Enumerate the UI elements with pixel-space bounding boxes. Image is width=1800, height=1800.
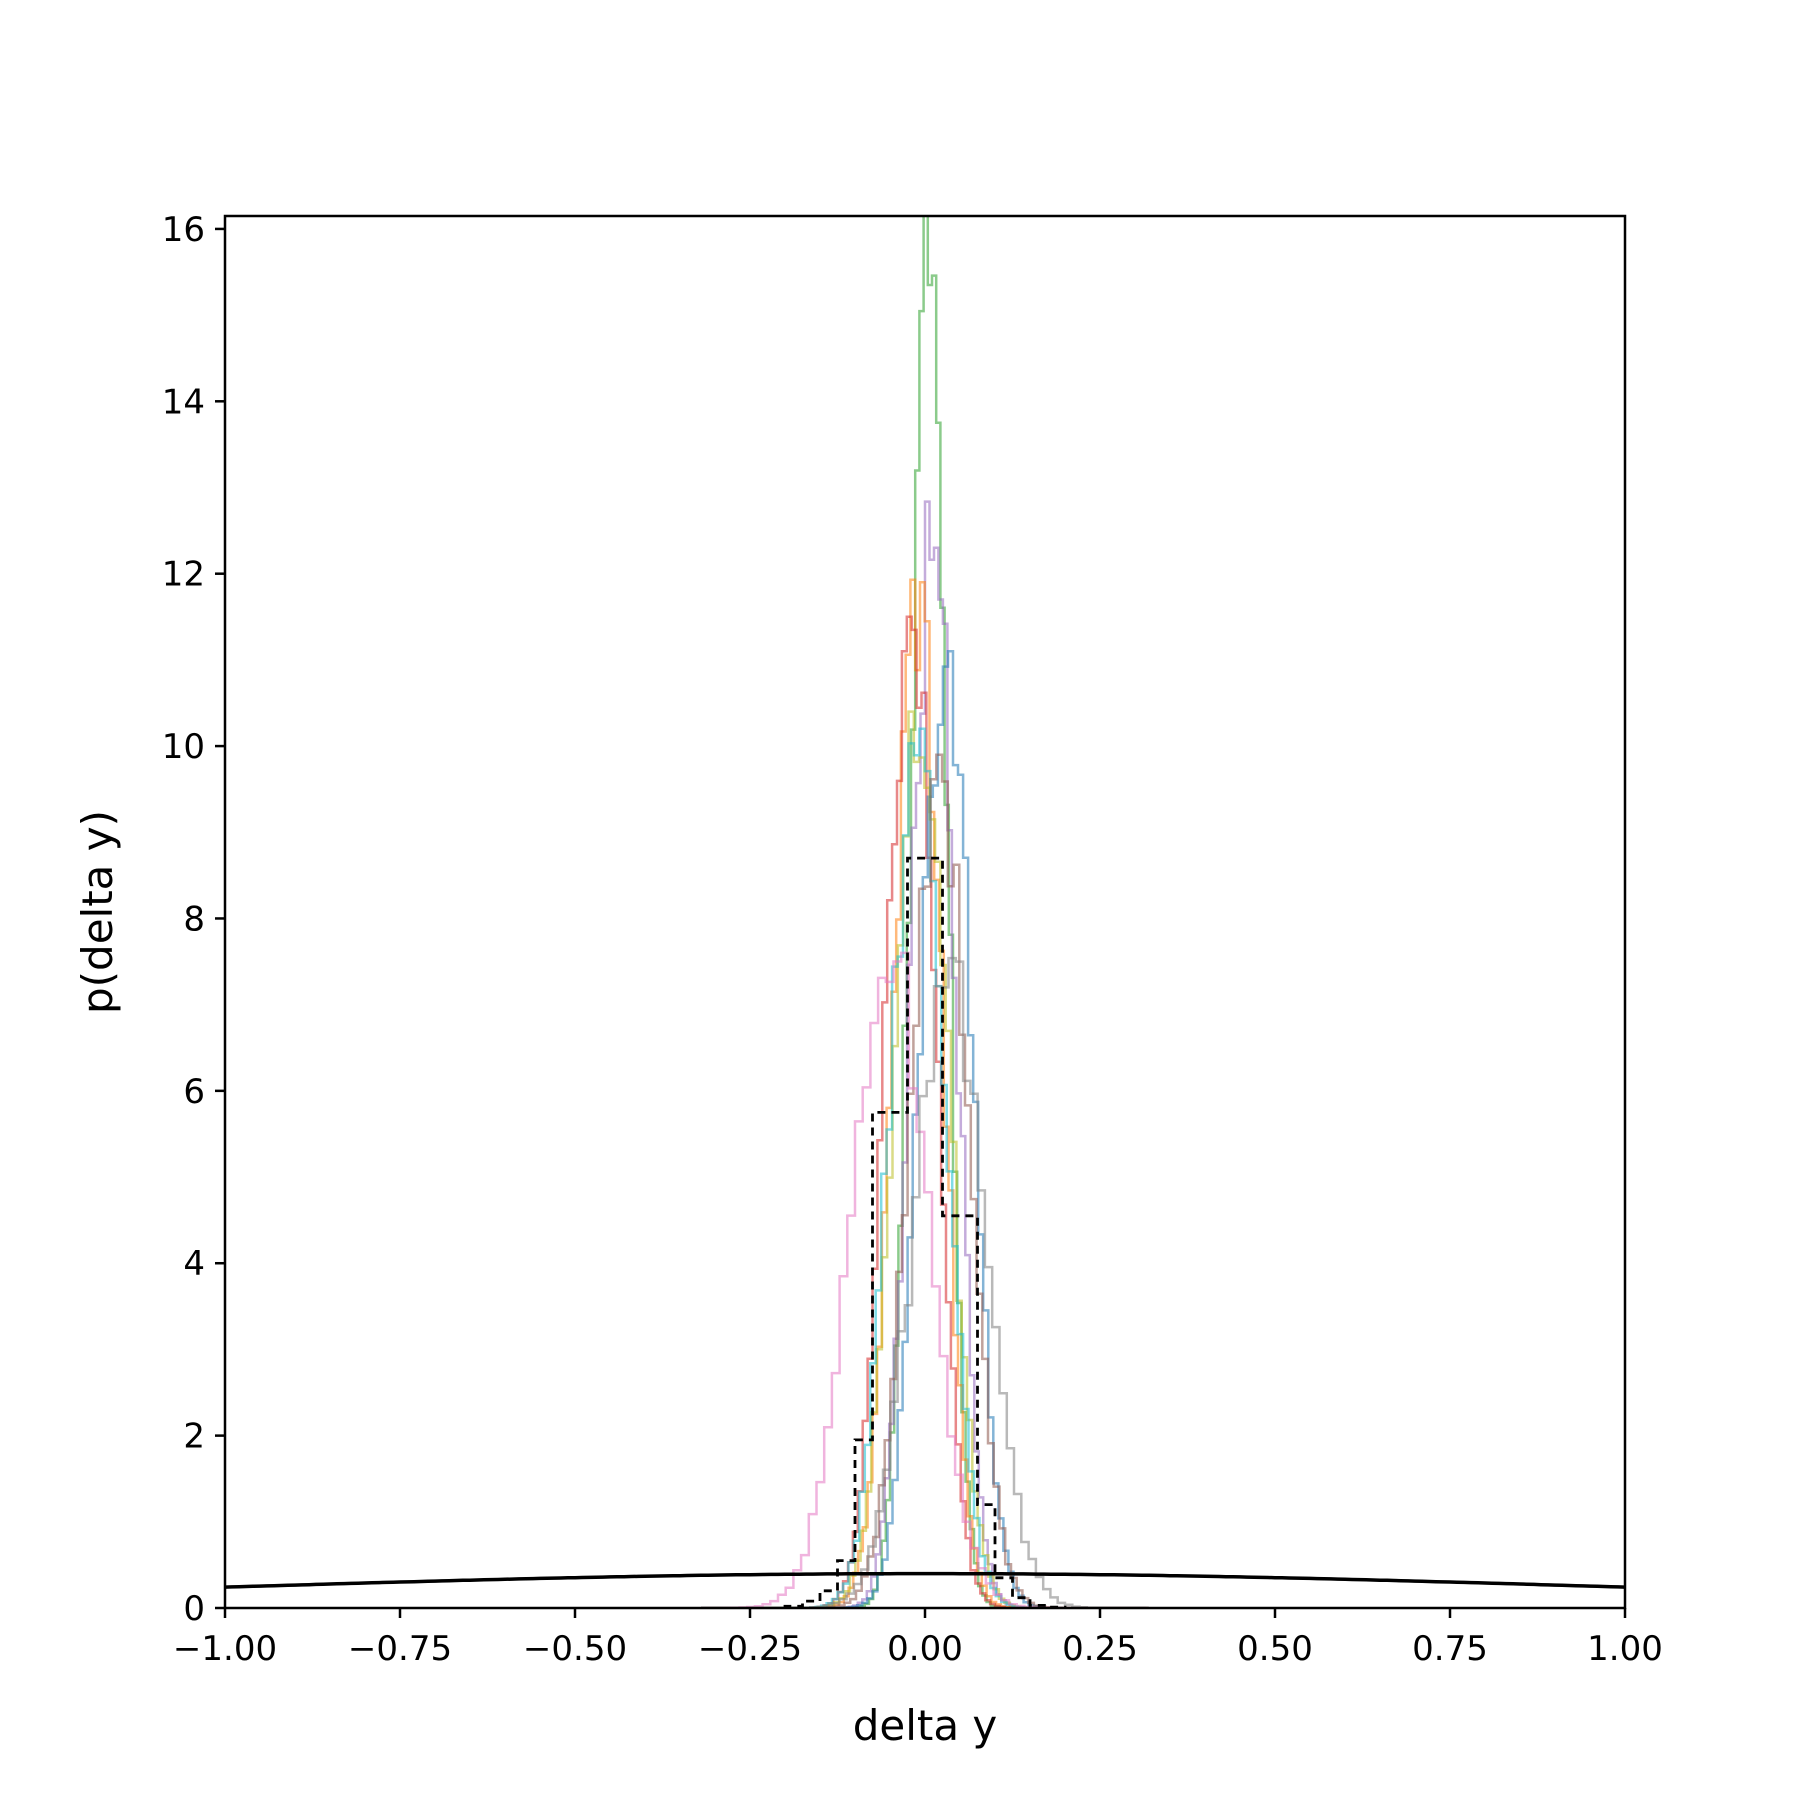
y-tick-label: 10	[162, 727, 205, 767]
x-tick-label: −1.00	[173, 1629, 277, 1669]
normal-pdf-curve	[225, 1571, 1625, 1589]
x-tick-label: 0.75	[1412, 1629, 1488, 1669]
histogram-series-2	[701, 500, 1149, 1608]
y-tick-label: 8	[183, 899, 205, 939]
y-tick-label: 2	[183, 1417, 205, 1457]
y-tick-label: 0	[183, 1589, 205, 1629]
x-tick-label: 0.25	[1062, 1629, 1138, 1669]
y-tick-label: 12	[162, 555, 205, 595]
x-tick-label: −0.25	[698, 1629, 802, 1669]
y-axis-label: p(delta y)	[73, 810, 122, 1014]
x-tick-label: 0.50	[1237, 1629, 1313, 1669]
x-tick-label: 1.00	[1587, 1629, 1663, 1669]
x-axis-label: delta y	[853, 1701, 998, 1750]
x-tick-label: −0.75	[348, 1629, 452, 1669]
y-tick-label: 16	[162, 210, 205, 250]
y-axis: 0 2 4 6 8 10 12 14 16	[162, 210, 225, 1629]
x-tick-label: 0.00	[887, 1629, 963, 1669]
x-tick-label: −0.50	[523, 1629, 627, 1669]
y-tick-label: 14	[162, 382, 205, 422]
mean-histogram-dashed	[783, 856, 1067, 1608]
y-tick-label: 6	[183, 1072, 205, 1112]
x-axis: −1.00 −0.75 −0.50 −0.25 0.00 0.25 0.50 0.75 1.00	[173, 1608, 1663, 1669]
y-tick-label: 4	[183, 1244, 205, 1284]
